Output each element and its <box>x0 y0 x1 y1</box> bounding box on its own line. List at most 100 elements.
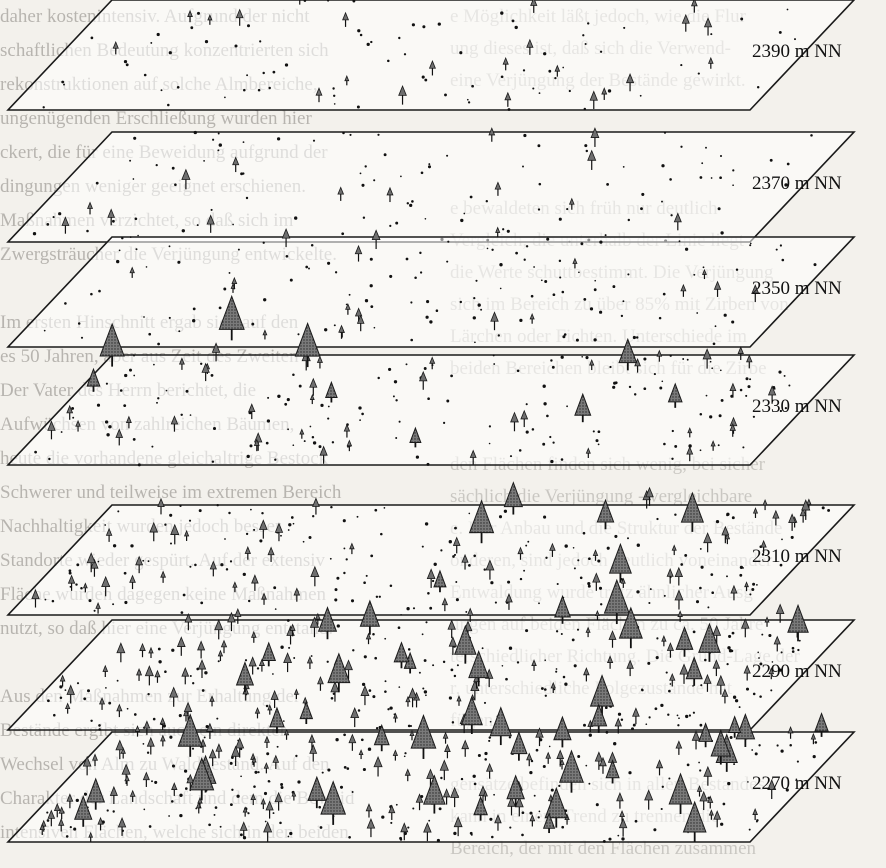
ground-dot <box>730 649 734 653</box>
ground-dot <box>412 607 416 610</box>
seedling-mark <box>124 774 130 786</box>
ground-dot <box>448 540 452 544</box>
tree-mark <box>473 795 488 821</box>
ground-dot <box>473 297 476 300</box>
seedling-mark <box>590 127 600 147</box>
seedling-mark <box>39 823 46 836</box>
altitude-label: 2350 m NN <box>752 278 842 299</box>
seedling-mark <box>691 730 701 750</box>
ground-dot <box>389 584 393 588</box>
ground-dot <box>484 758 487 761</box>
seedling-mark <box>115 428 124 446</box>
ground-dot <box>663 442 666 446</box>
seedling-mark <box>767 779 777 800</box>
plane-outline <box>6 0 856 111</box>
seedling-mark <box>154 669 161 683</box>
ground-dot <box>656 637 659 640</box>
ground-dot <box>188 519 192 522</box>
ground-dot <box>142 559 145 562</box>
ground-dot <box>58 212 62 216</box>
ground-dot <box>599 310 603 314</box>
ground-dot <box>778 667 780 669</box>
seedling-mark <box>746 354 753 369</box>
ground-dot <box>720 231 724 235</box>
ground-dot <box>572 547 575 549</box>
ground-dot <box>240 747 243 751</box>
ground-dot <box>558 217 562 221</box>
seedling-mark <box>312 497 320 515</box>
ground-dot <box>229 560 233 563</box>
seedling-mark <box>116 703 123 718</box>
ground-dot <box>162 724 166 728</box>
seedling-mark <box>315 87 323 103</box>
seedling-mark <box>625 72 635 92</box>
ground-dot <box>406 607 410 611</box>
ground-dot <box>525 629 529 633</box>
ground-dot <box>583 298 587 301</box>
ground-dot <box>473 782 477 786</box>
ground-dot <box>143 73 147 77</box>
ground-dot <box>717 444 720 447</box>
ground-dot <box>183 769 188 773</box>
ground-dot <box>647 661 651 665</box>
ground-dot <box>44 598 47 601</box>
ground-dot <box>242 141 245 144</box>
ground-dot <box>560 355 564 359</box>
seedling-mark <box>707 795 714 809</box>
ground-dot <box>483 701 487 704</box>
ground-dot <box>732 695 737 699</box>
ground-dot <box>420 171 424 175</box>
ground-dot <box>203 736 206 739</box>
ground-dot <box>587 582 591 586</box>
seedling-mark <box>554 64 561 77</box>
seedling-mark <box>258 519 268 539</box>
ground-dot <box>137 463 141 467</box>
ground-dot <box>72 416 75 419</box>
ground-dot <box>620 718 624 721</box>
ground-dot <box>395 803 398 806</box>
ground-dot <box>253 785 256 788</box>
ground-dot <box>587 584 591 588</box>
ground-dot <box>540 279 543 282</box>
ground-dot <box>425 621 428 624</box>
ground-dot <box>372 632 375 636</box>
ground-dot <box>661 785 664 788</box>
ground-dot <box>452 555 455 558</box>
seedling-mark <box>632 707 640 725</box>
seedling-mark <box>592 572 601 591</box>
ground-dot <box>727 646 731 650</box>
seedling-mark <box>112 40 119 55</box>
ground-dot <box>735 268 739 271</box>
seedling-mark <box>744 581 749 592</box>
seedling-mark <box>67 574 76 591</box>
ground-dot <box>34 450 37 454</box>
ground-dot <box>421 545 424 548</box>
seedling-mark <box>144 665 154 686</box>
ground-dot <box>489 817 493 821</box>
ground-dot <box>63 83 65 86</box>
ground-dot <box>156 32 160 37</box>
seedling-mark <box>239 821 248 839</box>
ground-dot <box>364 165 367 168</box>
seedling-mark <box>227 611 236 632</box>
ground-dot <box>488 736 492 739</box>
seedling-mark <box>669 672 676 687</box>
ground-dot <box>303 440 306 443</box>
ground-dot <box>503 509 508 513</box>
ground-dot <box>562 335 566 339</box>
ground-dot <box>739 565 744 570</box>
ground-dot <box>132 178 135 180</box>
seedling-mark <box>787 726 794 739</box>
ground-dot <box>533 266 535 268</box>
ground-dot <box>280 534 282 537</box>
ground-dot <box>250 508 252 511</box>
ground-dot <box>789 744 792 747</box>
seedling-mark <box>270 689 279 708</box>
ground-dot <box>276 745 279 748</box>
ground-dot <box>585 149 589 153</box>
seedling-mark <box>232 581 238 593</box>
ground-dot <box>810 134 813 137</box>
ground-dot <box>450 668 454 672</box>
ground-dot <box>164 670 167 673</box>
ground-dot <box>710 573 714 576</box>
